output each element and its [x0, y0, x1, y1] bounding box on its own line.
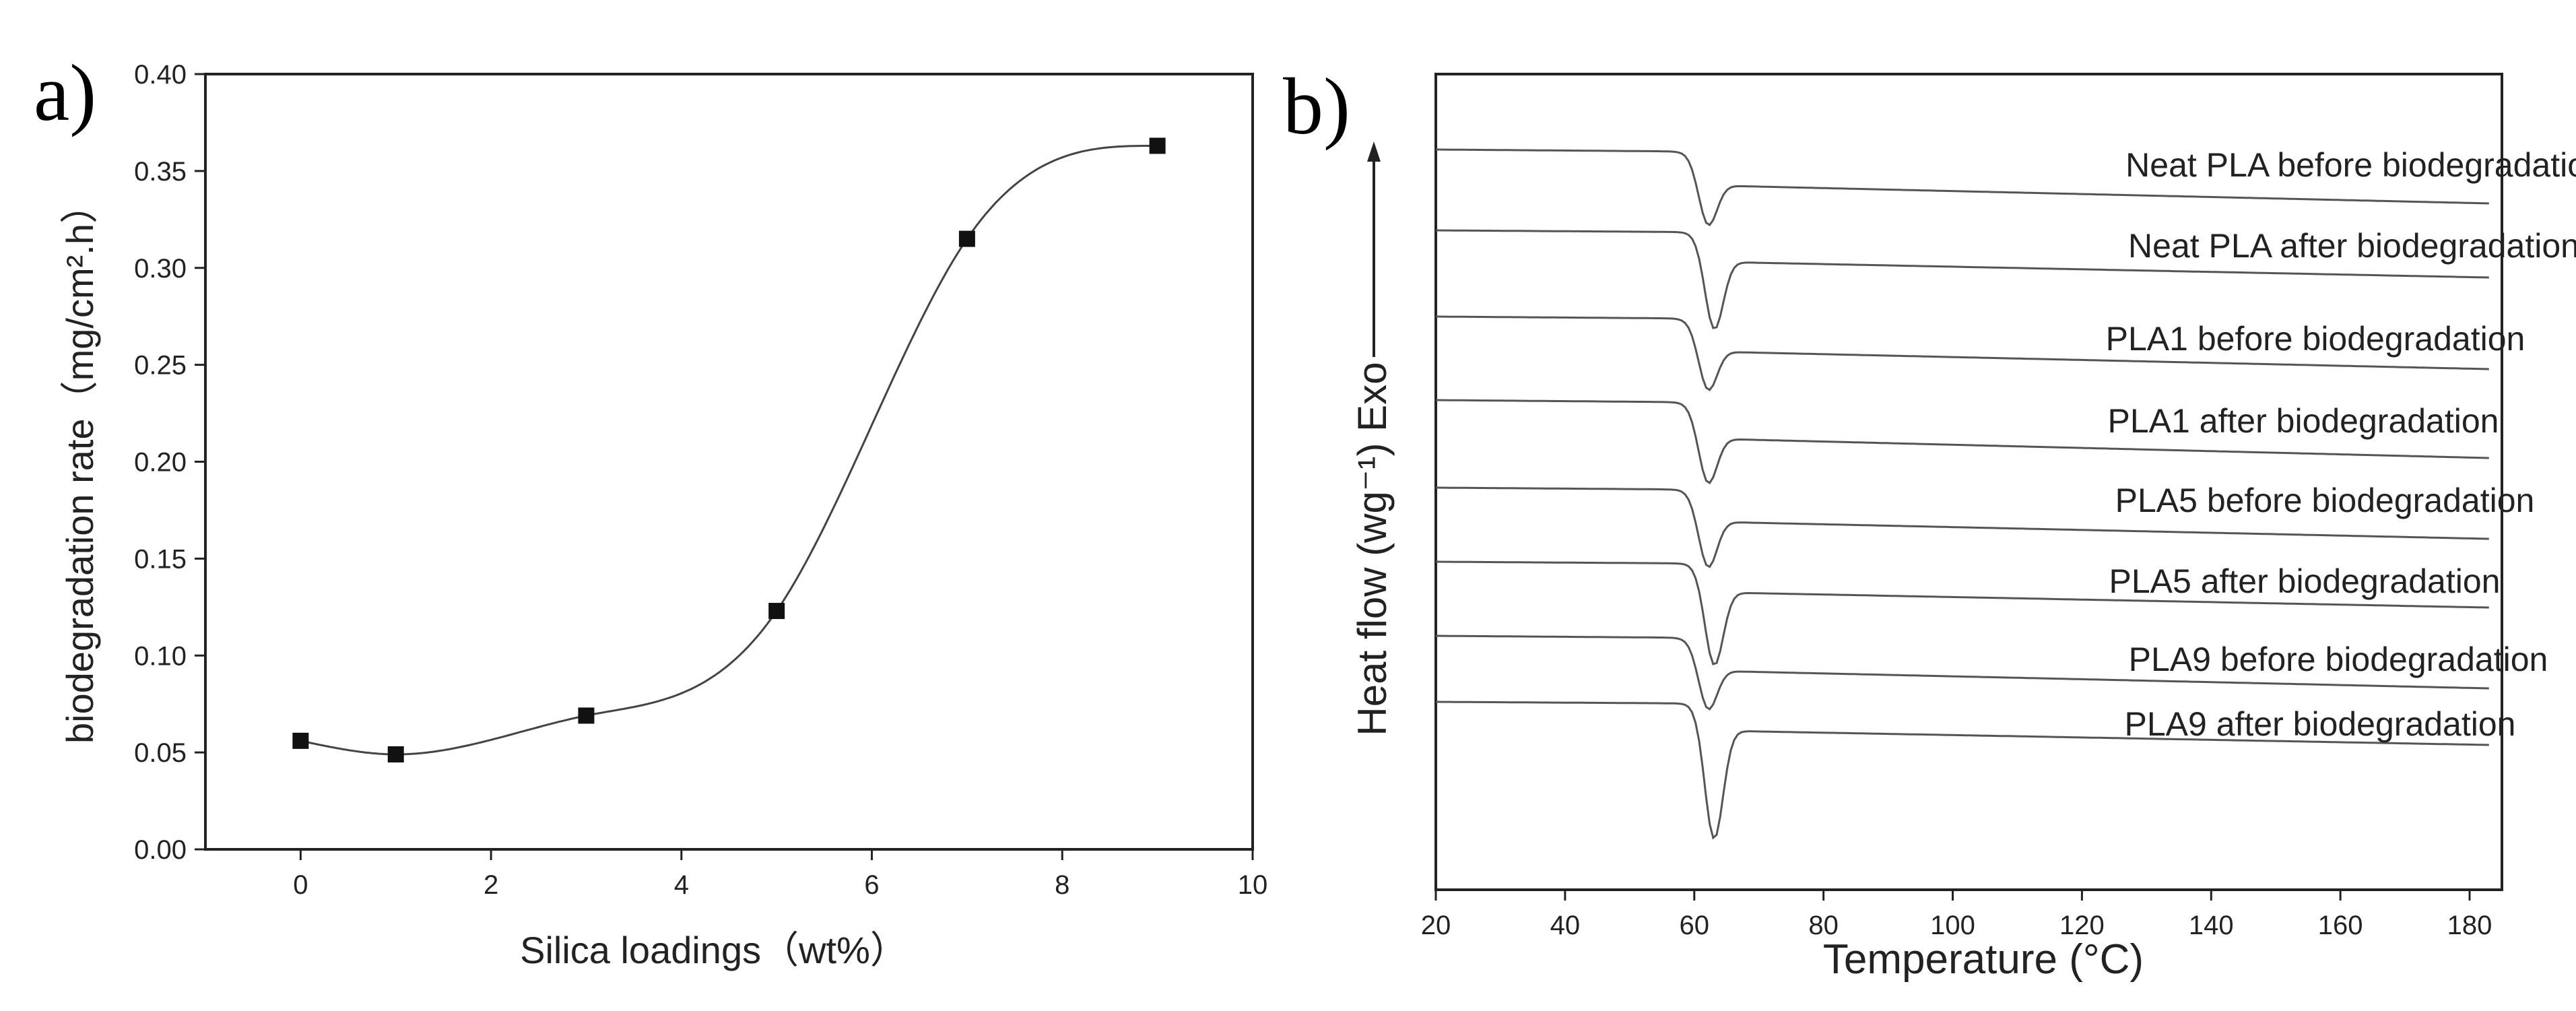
dsc-curve	[1436, 399, 2489, 485]
dsc-curve	[1436, 700, 2489, 840]
curve-label: Neat PLA after biodegradation	[2128, 227, 2576, 265]
dsc-curve	[1436, 560, 2489, 665]
data-point	[1149, 137, 1166, 154]
x-tick-label: 140	[2189, 911, 2234, 940]
y-tick-label: 0.15	[134, 544, 187, 574]
curve-label: PLA1 before biodegradation	[2106, 320, 2525, 358]
data-point	[768, 603, 785, 620]
panel-b-label: b)	[1283, 61, 1350, 151]
dsc-curve	[1436, 486, 2489, 568]
data-point	[292, 732, 309, 749]
x-tick-label: 180	[2447, 911, 2492, 940]
x-tick-label: 8	[1055, 870, 1069, 900]
panel-a-x-axis-label: Silica loadings（wt%）	[520, 929, 908, 971]
data-point	[387, 746, 404, 763]
y-tick-label: 0.00	[134, 835, 187, 865]
x-tick-label: 120	[2059, 911, 2105, 940]
data-point	[958, 230, 975, 247]
x-tick-label: 40	[1550, 911, 1581, 940]
x-tick-label: 100	[1930, 911, 1975, 940]
panel-b-x-ticks: 20 40 60 80 100 120 140 160 180	[1421, 890, 2492, 940]
panel-b-y-axis-label: Heat flow (wg⁻¹) Exo	[1350, 362, 1395, 736]
panel-a-y-axis-label: biodegradation rate（mg/cm².h）	[59, 186, 101, 744]
x-tick-label: 10	[1238, 870, 1268, 900]
curve-label: PLA9 before biodegradation	[2129, 641, 2548, 678]
panel-a-fit-curve	[300, 145, 1158, 756]
curve-label: PLA9 after biodegradation	[2125, 705, 2516, 743]
dsc-curve	[1436, 634, 2489, 711]
x-tick-label: 60	[1680, 911, 1710, 940]
y-tick-label: 0.25	[134, 351, 187, 381]
dsc-curve	[1436, 315, 2489, 391]
panel-a-plot-frame	[204, 73, 1254, 851]
panel-a-y-ticks: 0.00 0.05 0.10 0.15 0.20 0.25 0.30 0.35 0.40	[134, 60, 205, 865]
panel-b: b) 20 40 60 80 100 120 140 160 180 Neat PLA befo…	[1283, 61, 2576, 983]
panel-b-exo-arrowhead	[1367, 141, 1381, 162]
x-tick-label: 80	[1808, 911, 1839, 940]
panel-a-label: a)	[34, 48, 96, 137]
x-tick-label: 160	[2318, 911, 2363, 940]
panel-b-curve-labels: Neat PLA before biodegradation Neat PLA a…	[2106, 146, 2576, 743]
panel-a: a) 0.000.050.100.150.200.250.300.350.40 …	[34, 48, 1267, 971]
y-tick-label: 0.10	[134, 641, 187, 671]
x-tick-label: 20	[1421, 911, 1451, 940]
dsc-curve	[1436, 229, 2489, 329]
x-tick-label: 6	[864, 870, 879, 900]
y-tick-label: 0.20	[134, 448, 187, 478]
y-tick-label: 0.05	[134, 738, 187, 768]
panel-a-data-points	[292, 137, 1166, 763]
dsc-curve	[1436, 148, 2489, 227]
x-tick-label: 0	[293, 870, 308, 900]
panel-b-plot-frame	[1434, 73, 2503, 891]
curve-label: Neat PLA before biodegradation	[2125, 146, 2576, 184]
panel-a-x-ticks: 0 2 4 6 8 10	[293, 849, 1267, 900]
panel-b-x-axis-label: Temperature (°C)	[1823, 936, 2144, 983]
y-tick-label: 0.40	[134, 60, 187, 90]
y-tick-label: 0.35	[134, 157, 187, 187]
curve-label: PLA5 after biodegradation	[2109, 562, 2501, 600]
y-tick-label: 0.30	[134, 254, 187, 284]
panel-b-curves	[1436, 148, 2489, 840]
curve-label: PLA5 before biodegradation	[2115, 482, 2535, 519]
curve-label: PLA1 after biodegradation	[2108, 402, 2499, 440]
data-point	[578, 707, 595, 724]
x-tick-label: 2	[484, 870, 498, 900]
x-tick-label: 4	[674, 870, 689, 900]
